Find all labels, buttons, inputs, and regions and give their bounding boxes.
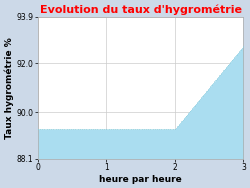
Title: Evolution du taux d'hygrométrie: Evolution du taux d'hygrométrie — [40, 4, 241, 15]
Y-axis label: Taux hygrométrie %: Taux hygrométrie % — [4, 37, 14, 139]
X-axis label: heure par heure: heure par heure — [99, 175, 182, 184]
